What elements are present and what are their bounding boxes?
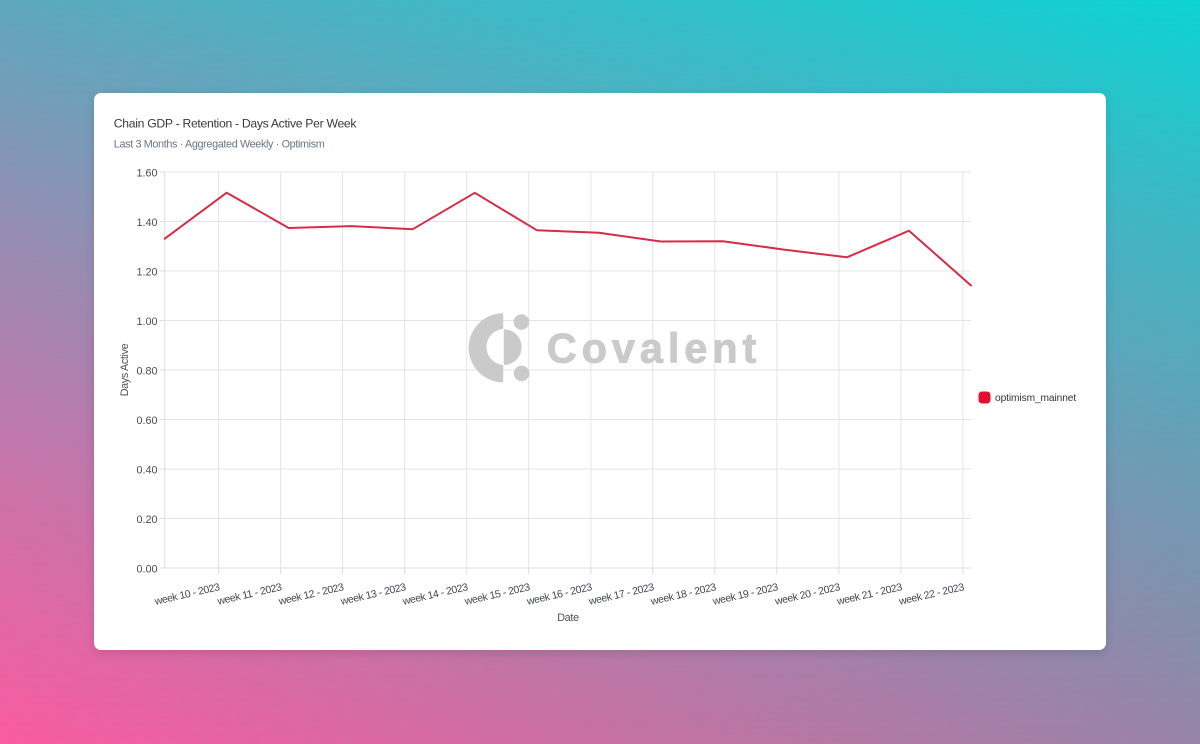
svg-text:week 12 - 2023: week 12 - 2023 [277, 581, 346, 608]
svg-text:0.60: 0.60 [136, 415, 157, 427]
svg-text:Chain GDP - Retention - Days A: Chain GDP - Retention - Days Active Per … [114, 116, 358, 130]
svg-text:0.00: 0.00 [136, 563, 157, 575]
svg-text:week 11 - 2023: week 11 - 2023 [215, 581, 283, 608]
svg-text:Last 3 Months · Aggregated Wee: Last 3 Months · Aggregated Weekly · Opti… [114, 139, 325, 151]
svg-text:week 17 - 2023: week 17 - 2023 [587, 581, 656, 608]
svg-text:0.20: 0.20 [136, 514, 157, 526]
svg-text:week 16 - 2023: week 16 - 2023 [525, 581, 594, 608]
svg-text:week 22 - 2023: week 22 - 2023 [897, 581, 966, 608]
svg-text:Date: Date [557, 612, 579, 624]
svg-text:week 18 - 2023: week 18 - 2023 [649, 581, 718, 608]
svg-text:0.80: 0.80 [136, 365, 157, 377]
svg-text:Days Active: Days Active [119, 343, 131, 396]
svg-text:week 20 - 2023: week 20 - 2023 [773, 581, 842, 608]
svg-text:week 19 - 2023: week 19 - 2023 [711, 581, 780, 608]
svg-text:week 21 - 2023: week 21 - 2023 [835, 581, 904, 608]
svg-text:optimism_mainnet: optimism_mainnet [995, 393, 1076, 404]
svg-text:1.20: 1.20 [136, 266, 157, 278]
svg-text:0.40: 0.40 [136, 464, 157, 476]
svg-text:week 14 - 2023: week 14 - 2023 [401, 581, 470, 608]
svg-text:Covalent: Covalent [547, 324, 761, 371]
svg-text:week 15 - 2023: week 15 - 2023 [463, 581, 532, 608]
svg-text:1.00: 1.00 [136, 316, 157, 328]
svg-text:week 13 - 2023: week 13 - 2023 [339, 581, 408, 608]
svg-text:week 10 - 2023: week 10 - 2023 [153, 581, 222, 608]
svg-text:1.60: 1.60 [136, 167, 157, 179]
svg-text:1.40: 1.40 [136, 217, 157, 229]
